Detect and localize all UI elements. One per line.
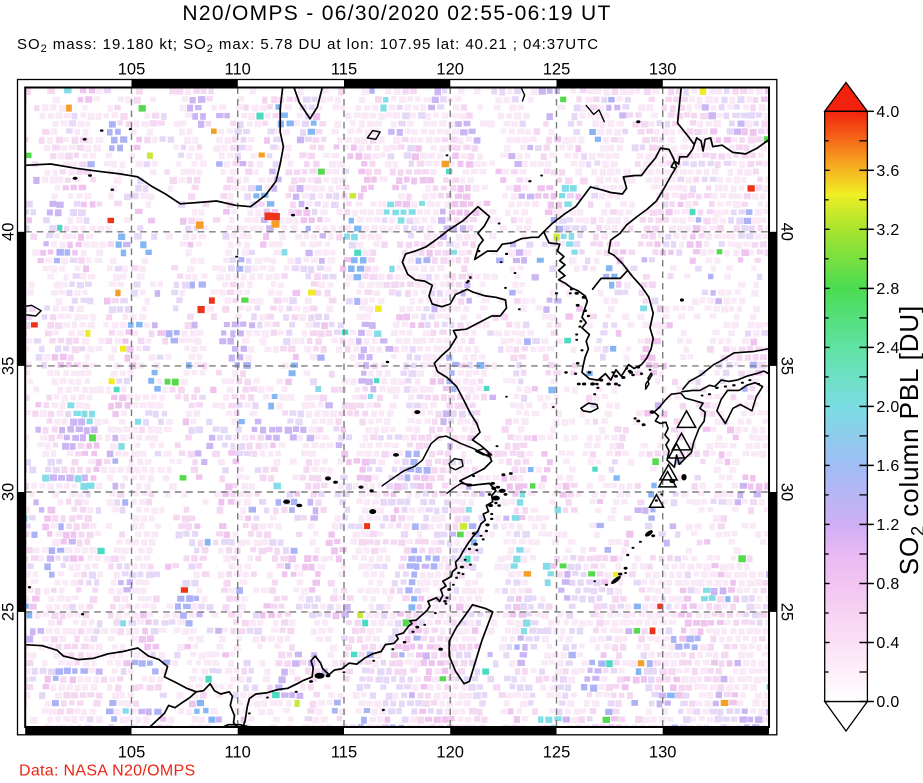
svg-text:35: 35 — [778, 357, 796, 375]
svg-text:105: 105 — [118, 61, 146, 79]
svg-text:30: 30 — [0, 483, 18, 501]
svg-text:1.2: 1.2 — [876, 517, 899, 534]
svg-text:110: 110 — [225, 744, 251, 762]
svg-text:110: 110 — [225, 61, 251, 79]
svg-text:SO2 column PBL [DU]: SO2 column PBL [DU] — [894, 305, 923, 575]
svg-text:35: 35 — [0, 357, 18, 375]
svg-text:120: 120 — [436, 744, 464, 762]
svg-text:3.2: 3.2 — [876, 222, 899, 239]
svg-text:2.0: 2.0 — [876, 399, 899, 416]
svg-text:130: 130 — [649, 61, 677, 79]
svg-text:40: 40 — [0, 223, 18, 241]
svg-text:1.6: 1.6 — [876, 458, 899, 475]
svg-text:3.6: 3.6 — [876, 163, 899, 180]
svg-text:2.8: 2.8 — [876, 281, 899, 298]
svg-text:115: 115 — [331, 744, 357, 762]
svg-text:40: 40 — [778, 223, 796, 241]
svg-text:130: 130 — [649, 744, 677, 762]
svg-text:0.8: 0.8 — [876, 576, 899, 593]
svg-text:115: 115 — [331, 61, 357, 79]
svg-text:Data: NASA N20/OMPS: Data: NASA N20/OMPS — [19, 763, 195, 780]
svg-text:120: 120 — [436, 61, 464, 79]
svg-text:2.4: 2.4 — [876, 340, 899, 357]
svg-text:SO2 mass: 19.180 kt; SO2 max:: SO2 mass: 19.180 kt; SO2 max: 5.78 DU at… — [17, 36, 599, 55]
svg-text:25: 25 — [0, 603, 18, 621]
svg-text:125: 125 — [543, 744, 571, 762]
svg-text:125: 125 — [543, 61, 571, 79]
svg-text:25: 25 — [778, 603, 796, 621]
svg-text:30: 30 — [778, 483, 796, 501]
svg-text:0.4: 0.4 — [876, 635, 899, 652]
svg-text:105: 105 — [118, 744, 146, 762]
svg-text:4.0: 4.0 — [876, 104, 899, 121]
svg-text:0.0: 0.0 — [876, 694, 899, 711]
svg-text:N20/OMPS - 06/30/2020 02:55-06: N20/OMPS - 06/30/2020 02:55-06:19 UT — [182, 2, 611, 25]
